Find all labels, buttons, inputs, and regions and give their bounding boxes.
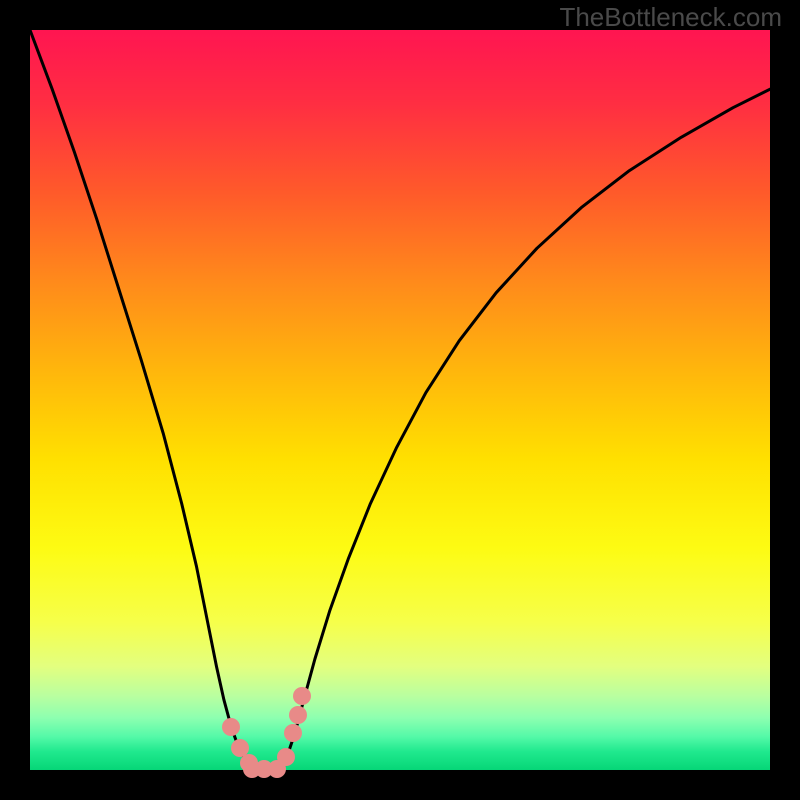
bottleneck-curve [30, 30, 770, 770]
curve-marker [222, 718, 240, 736]
watermark-text: TheBottleneck.com [559, 2, 782, 33]
curve-marker [277, 748, 295, 766]
curve-marker [284, 724, 302, 742]
plot-area [30, 30, 770, 770]
chart-stage: TheBottleneck.com [0, 0, 800, 800]
curve-marker [293, 687, 311, 705]
curve-marker [289, 706, 307, 724]
